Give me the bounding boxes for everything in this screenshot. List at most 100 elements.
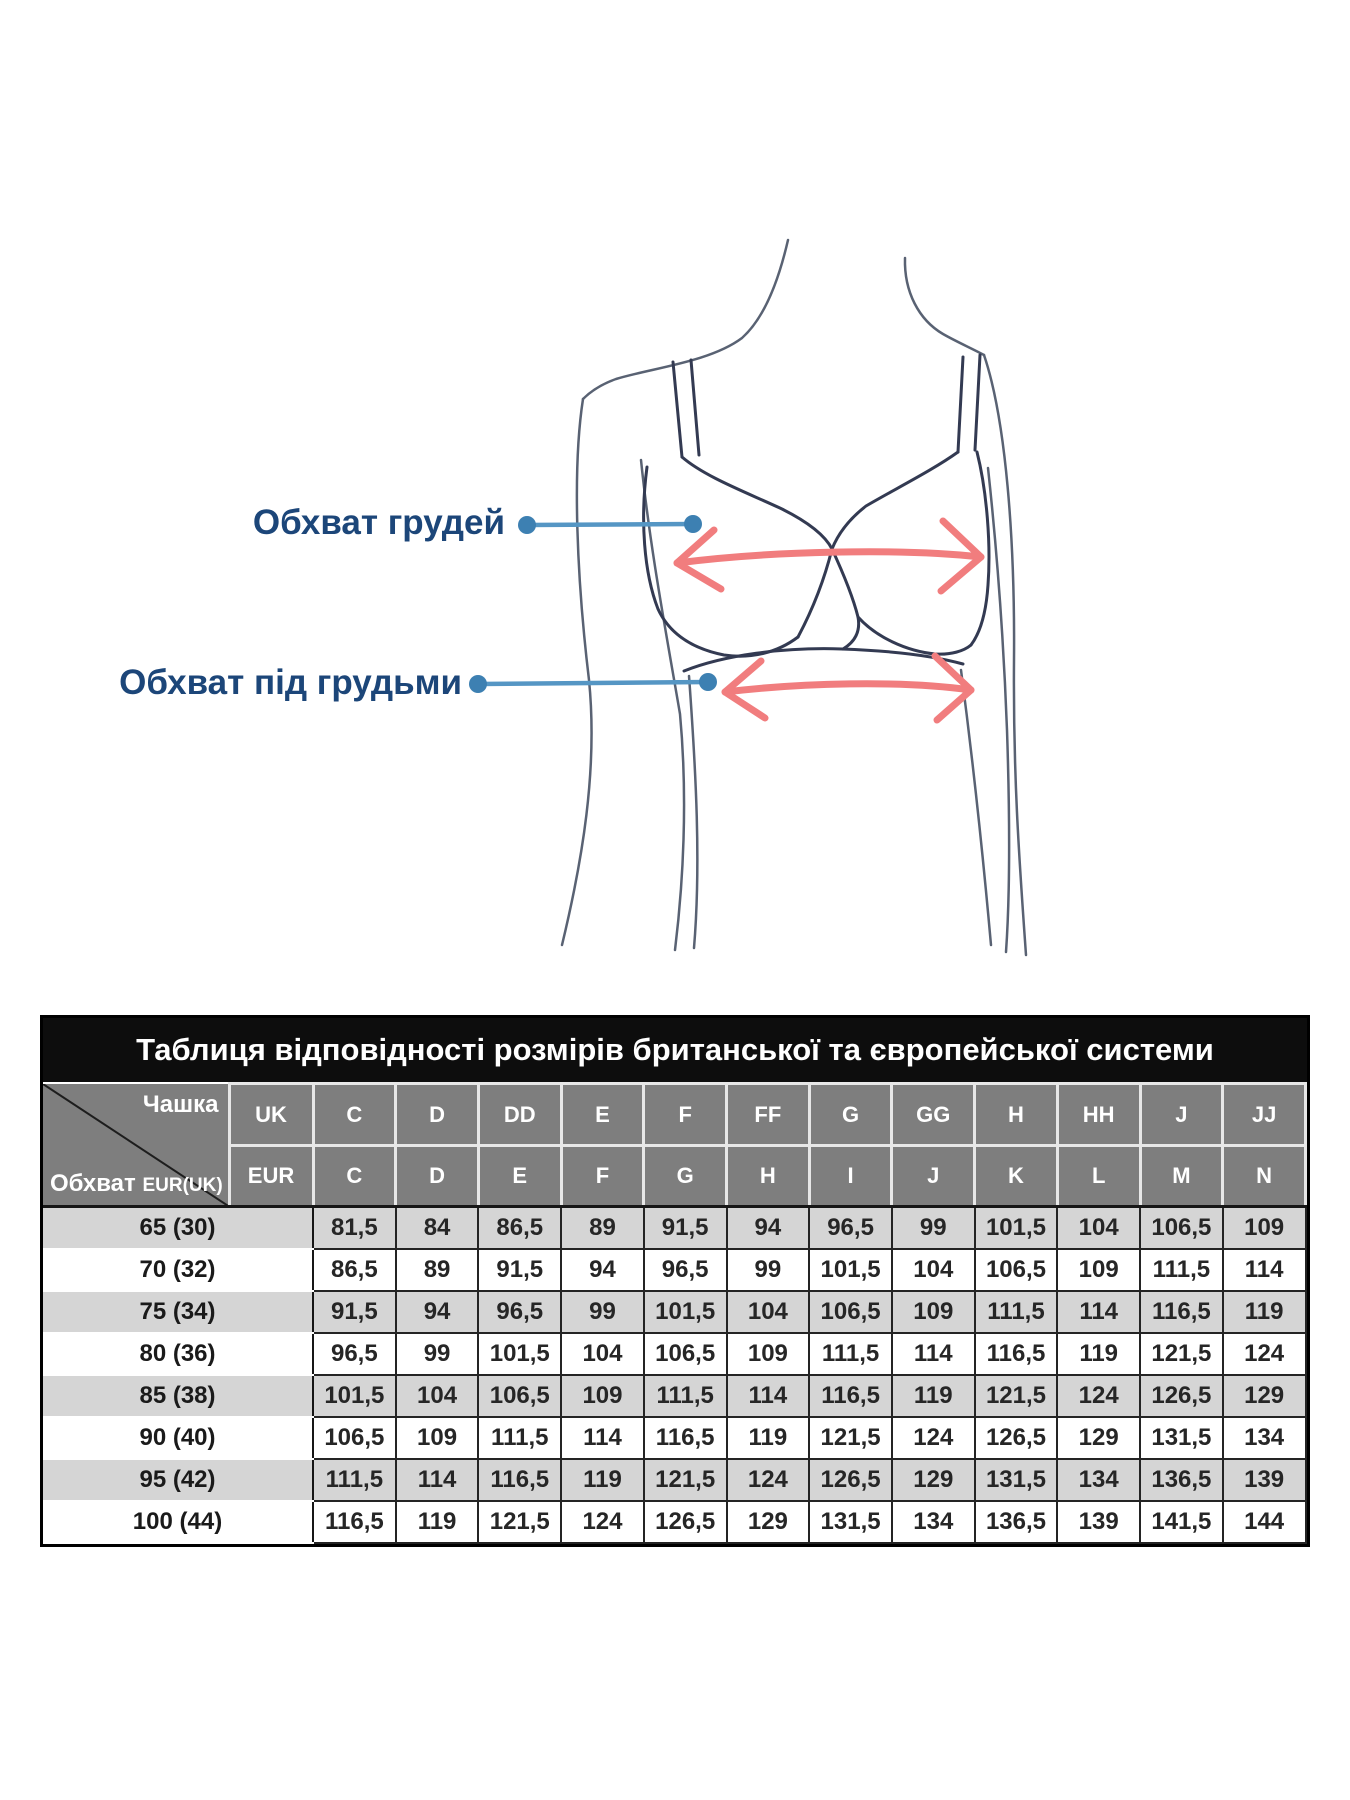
uk-cup-J: J bbox=[1138, 1082, 1225, 1147]
measurement-cell: 91,5 bbox=[477, 1248, 563, 1292]
girth-axis-word: Обхват bbox=[50, 1170, 136, 1197]
eur-cup-D: D bbox=[394, 1144, 480, 1208]
uk-cup-FF: FF bbox=[725, 1082, 811, 1147]
underbust-arrow-shaft bbox=[721, 680, 975, 696]
measurement-cell: 109 bbox=[560, 1374, 645, 1418]
measurement-cell: 99 bbox=[394, 1332, 480, 1376]
eur-system-label: EUR bbox=[227, 1144, 315, 1208]
table-row: 100 (44) 116,5 119 121,5 124 126,5 129 131,5 134… bbox=[43, 1500, 1307, 1544]
band-size-cell: 65 (30) bbox=[43, 1205, 314, 1250]
eur-cup-H: H bbox=[725, 1144, 811, 1208]
measurement-cell: 111,5 bbox=[1139, 1248, 1224, 1292]
bust-callout-line bbox=[526, 521, 694, 528]
measurement-cell: 124 bbox=[1056, 1374, 1142, 1418]
measurement-cell: 101,5 bbox=[642, 1290, 728, 1334]
measurement-cell: 99 bbox=[725, 1248, 811, 1292]
girth-axis-sub: EUR(UK) bbox=[142, 1175, 223, 1196]
measurement-cell: 124 bbox=[1221, 1332, 1307, 1376]
measurement-cell: 101,5 bbox=[312, 1374, 397, 1418]
measurement-cell: 91,5 bbox=[312, 1290, 397, 1334]
uk-system-label: UK bbox=[227, 1082, 315, 1147]
measurement-cell: 89 bbox=[394, 1248, 480, 1292]
measurement-cell: 114 bbox=[560, 1416, 645, 1460]
measurement-cell: 129 bbox=[890, 1458, 976, 1502]
callout-lines bbox=[469, 515, 717, 693]
uk-cup-C: C bbox=[311, 1082, 398, 1147]
eur-cup-C: C bbox=[311, 1144, 398, 1208]
bust-callout-dot-right bbox=[684, 515, 702, 533]
measurement-cell: 121,5 bbox=[642, 1458, 728, 1502]
measurement-cell: 96,5 bbox=[477, 1290, 563, 1334]
bra-strap-right bbox=[956, 353, 982, 454]
underbust-callout-line bbox=[477, 679, 709, 687]
band-size-cell: 75 (34) bbox=[43, 1290, 314, 1334]
measurement-cell: 106,5 bbox=[477, 1374, 563, 1418]
arm-right-outer-line bbox=[982, 353, 1028, 957]
measurement-cell: 136,5 bbox=[1139, 1458, 1224, 1502]
measurement-cell: 126,5 bbox=[973, 1416, 1059, 1460]
measurement-cell: 111,5 bbox=[642, 1374, 728, 1418]
measurement-cell: 131,5 bbox=[808, 1500, 893, 1544]
measurement-cell: 106,5 bbox=[642, 1332, 728, 1376]
bust-arrow-head-right bbox=[937, 517, 985, 595]
measurement-cell: 101,5 bbox=[973, 1205, 1059, 1250]
measurement-cell: 114 bbox=[725, 1374, 811, 1418]
size-table-section: Таблиця відповідності розмірів британськ… bbox=[40, 1015, 1310, 1547]
table-row: 85 (38) 101,5 104 106,5 109 111,5 114 116,5 119 1… bbox=[43, 1374, 1307, 1418]
measurement-cell: 94 bbox=[725, 1205, 811, 1250]
measurement-cell: 114 bbox=[1221, 1248, 1307, 1292]
uk-cup-JJ: JJ bbox=[1221, 1082, 1307, 1147]
measurement-arrows bbox=[673, 517, 985, 724]
uk-cup-E: E bbox=[559, 1082, 646, 1147]
band-size-cell: 70 (32) bbox=[43, 1248, 314, 1292]
waist-right-line bbox=[959, 668, 993, 947]
measurement-cell: 111,5 bbox=[973, 1290, 1059, 1334]
measurement-cell: 119 bbox=[725, 1416, 811, 1460]
measurement-cell: 139 bbox=[1221, 1458, 1307, 1502]
size-conversion-table: Чашка Обхват EUR(UK) UK C D DD E F FF G GG H HH J J… bbox=[43, 1082, 1307, 1544]
measurement-cell: 89 bbox=[560, 1205, 645, 1250]
band-size-cell: 80 (36) bbox=[43, 1332, 314, 1376]
torso-figure bbox=[560, 238, 1028, 957]
bust-measure-label: Обхват грудей bbox=[252, 503, 505, 542]
measurement-cell: 134 bbox=[1056, 1458, 1142, 1502]
measurement-cell: 129 bbox=[1056, 1416, 1142, 1460]
uk-cup-H: H bbox=[973, 1082, 1059, 1147]
measurement-cell: 119 bbox=[394, 1500, 480, 1544]
eur-cup-F: F bbox=[559, 1144, 646, 1208]
measurement-cell: 96,5 bbox=[312, 1332, 397, 1376]
bust-callout-dot-left bbox=[518, 516, 536, 534]
underbust-callout-dot-left bbox=[469, 675, 487, 693]
measurement-cell: 116,5 bbox=[1139, 1290, 1224, 1334]
measurement-cell: 104 bbox=[1056, 1205, 1142, 1250]
measurement-cell: 136,5 bbox=[973, 1500, 1059, 1544]
measurement-cell: 116,5 bbox=[312, 1500, 397, 1544]
measurement-cell: 121,5 bbox=[808, 1416, 893, 1460]
eur-cup-E: E bbox=[476, 1144, 563, 1208]
measurement-cell: 96,5 bbox=[642, 1248, 728, 1292]
eur-cup-K: K bbox=[973, 1144, 1059, 1208]
table-title: Таблиця відповідності розмірів британськ… bbox=[43, 1018, 1307, 1082]
bust-arrow-shaft bbox=[673, 548, 985, 567]
measurement-cell: 94 bbox=[394, 1290, 480, 1334]
bra-cup-left-inner-edge bbox=[796, 547, 834, 639]
table-row: 75 (34) 91,5 94 96,5 99 101,5 104 106,5 109 111,5… bbox=[43, 1290, 1307, 1334]
eur-cup-L: L bbox=[1055, 1144, 1142, 1208]
corner-cell: Чашка Обхват EUR(UK) bbox=[43, 1083, 231, 1208]
measurement-cell: 86,5 bbox=[477, 1205, 563, 1250]
measurement-cell: 129 bbox=[1221, 1374, 1307, 1418]
measurement-cell: 109 bbox=[394, 1416, 480, 1460]
measurement-diagram bbox=[469, 238, 1028, 957]
uk-cup-D: D bbox=[394, 1082, 480, 1147]
table-row: 65 (30) 81,5 84 86,5 89 91,5 94 96,5 99 101,5 104 1… bbox=[43, 1205, 1307, 1250]
measurement-cell: 119 bbox=[1056, 1332, 1142, 1376]
armpit-right-line bbox=[986, 466, 1011, 954]
measurement-cell: 126,5 bbox=[642, 1500, 728, 1544]
band-size-cell: 90 (40) bbox=[43, 1416, 314, 1460]
measurement-cell: 111,5 bbox=[808, 1332, 893, 1376]
bust-arrow-head-left bbox=[673, 526, 725, 593]
measurement-cell: 109 bbox=[1056, 1248, 1142, 1292]
underbust-callout-dot-right bbox=[699, 673, 717, 691]
measurement-cell: 81,5 bbox=[312, 1205, 397, 1250]
measurement-cell: 129 bbox=[725, 1500, 811, 1544]
